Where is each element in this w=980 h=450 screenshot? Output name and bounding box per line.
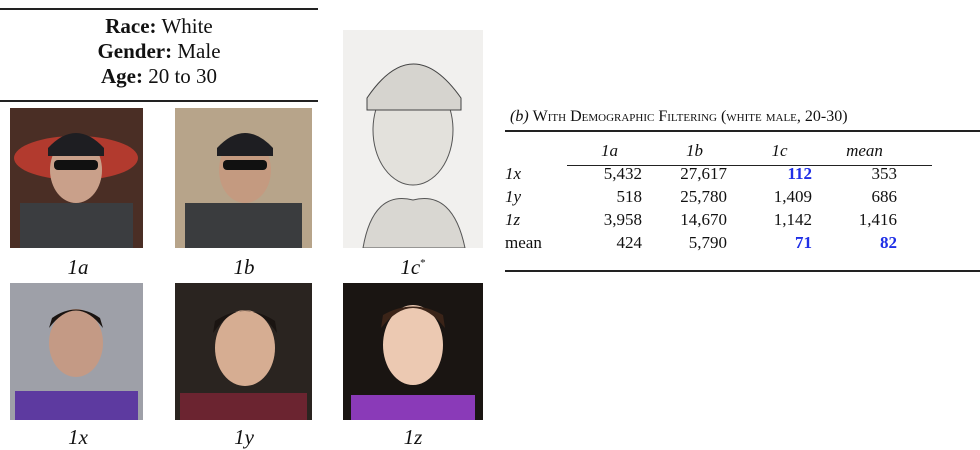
table-cell: 82: [822, 231, 907, 254]
image-caption: 1c*: [343, 255, 483, 280]
photo-1b: [175, 108, 312, 248]
table-cell: 1,416: [822, 208, 907, 231]
filter-line: Gender: Male: [0, 39, 318, 64]
table-caption: (b) With Demographic Filtering (white ma…: [510, 108, 848, 126]
photo-1a: [10, 108, 143, 248]
table-cell: 14,670: [652, 208, 737, 231]
table-cell: 5,432: [567, 162, 652, 185]
caption-mark: *: [420, 257, 426, 269]
header-cell: 1a: [567, 139, 652, 162]
image-caption: 1z: [343, 425, 483, 450]
caption-label: 1a: [68, 255, 89, 279]
table-cell: 1y: [505, 185, 567, 208]
filter-line: Age: 20 to 30: [0, 64, 318, 89]
filter-value: White: [161, 14, 212, 38]
photo-1z: [343, 283, 483, 420]
table-cell: 1z: [505, 208, 567, 231]
table-cell: 1,142: [737, 208, 822, 231]
filter-key: Gender:: [97, 39, 172, 63]
table-cell: 518: [567, 185, 652, 208]
table-cell: 71: [737, 231, 822, 254]
top-rule: [0, 8, 318, 10]
filter-value: 20 to 30: [148, 64, 217, 88]
table-label: (b): [510, 108, 529, 125]
photo-1x: [10, 283, 143, 420]
header-cell: mean: [822, 139, 907, 162]
caption-label: 1b: [234, 255, 255, 279]
caption-label: 1z: [404, 425, 423, 449]
image-caption: 1b: [174, 255, 314, 280]
table-cell: mean: [505, 231, 567, 254]
filter-value: Male: [177, 39, 220, 63]
page: Race: WhiteGender: MaleAge: 20 to 30 1a1…: [0, 0, 980, 447]
table-cell: 1,409: [737, 185, 822, 208]
table-top-rule: [505, 130, 980, 132]
caption-label: 1c: [400, 255, 420, 279]
caption-label: 1x: [68, 425, 88, 449]
table-title: With Demographic Filtering (white male, …: [533, 108, 848, 125]
table-cell: 5,790: [652, 231, 737, 254]
table-cell: 686: [822, 185, 907, 208]
caption-label: 1y: [234, 425, 254, 449]
table-cell: 27,617: [652, 162, 737, 185]
photo-1y: [175, 283, 312, 420]
header-cell: 1b: [652, 139, 737, 162]
table-cell: 112: [737, 162, 822, 185]
image-caption: 1x: [8, 425, 148, 450]
image-caption: 1a: [8, 255, 148, 280]
table-cell: 424: [567, 231, 652, 254]
table-cell: 25,780: [652, 185, 737, 208]
filter-key: Race:: [105, 14, 156, 38]
image-caption: 1y: [174, 425, 314, 450]
table-bottom-rule: [505, 270, 980, 272]
header-cell: [505, 139, 567, 162]
table-cell: 1x: [505, 162, 567, 185]
mid-rule: [0, 100, 318, 102]
sketch-1c: [343, 30, 483, 248]
table-cell: 3,958: [567, 208, 652, 231]
table-cell: 353: [822, 162, 907, 185]
filter-key: Age:: [101, 64, 143, 88]
header-cell: 1c: [737, 139, 822, 162]
filter-line: Race: White: [0, 14, 318, 39]
